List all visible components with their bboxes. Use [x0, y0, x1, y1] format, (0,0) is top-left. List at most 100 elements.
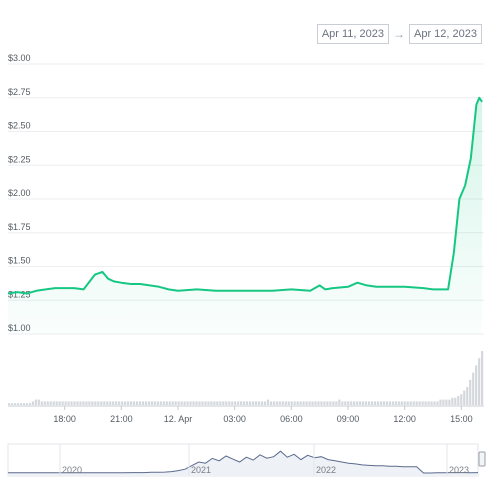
volume-bar: [284, 401, 287, 405]
volume-bar: [451, 397, 454, 405]
volume-bar: [228, 401, 231, 405]
navigator-year-label: 2021: [191, 465, 211, 475]
volume-bar: [171, 401, 174, 405]
volume-bar: [225, 401, 228, 405]
navigator-area: [8, 451, 478, 476]
volume-bar: [362, 401, 365, 405]
volume-bar: [394, 401, 397, 405]
volume-bar: [305, 401, 308, 405]
date-range-picker: Apr 11, 2023 → Apr 12, 2023: [316, 24, 482, 44]
volume-bar: [430, 401, 433, 405]
volume-bar: [263, 401, 267, 405]
volume-bar: [391, 401, 394, 405]
volume-bar: [353, 401, 356, 405]
volume-bar: [254, 401, 258, 405]
volume-bar: [481, 351, 484, 405]
volume-bar: [195, 401, 198, 405]
volume-bar: [168, 401, 171, 405]
price-line: [7, 96, 483, 295]
volume-bar: [272, 401, 275, 405]
volume-bar: [210, 401, 213, 405]
volume-bar: [127, 401, 130, 405]
volume-bar: [115, 401, 118, 405]
volume-bar: [472, 372, 475, 405]
volume-bar: [460, 394, 463, 405]
navigator-line: [8, 450, 479, 474]
volume-bar: [31, 401, 34, 405]
volume-bar: [34, 399, 37, 405]
volume-bar: [189, 401, 192, 405]
navigator-year-label: 2020: [62, 465, 82, 475]
volume-bar: [198, 401, 201, 405]
volume-bar: [293, 401, 296, 405]
volume-bar: [388, 401, 391, 405]
volume-bar: [326, 401, 329, 405]
volume-bar: [109, 401, 112, 405]
x-tick-label: 12:00: [393, 414, 416, 424]
volume-bar: [37, 399, 40, 405]
volume-bar: [350, 401, 353, 405]
volume-bar: [329, 401, 332, 405]
volume-bar: [421, 401, 424, 405]
volume-bar: [28, 403, 31, 405]
volume-bar: [43, 401, 46, 405]
volume-bar: [207, 401, 210, 405]
y-tick-label: $2.00: [8, 188, 31, 198]
start-date-input[interactable]: Apr 11, 2023: [316, 24, 389, 44]
volume-bar: [287, 401, 290, 405]
volume-bar: [70, 401, 73, 405]
volume-bar: [85, 401, 88, 405]
volume-bar: [46, 401, 49, 405]
volume-bar: [22, 403, 26, 405]
volume-bar: [112, 401, 115, 405]
volume-bar: [40, 401, 43, 405]
y-tick-label: $3.00: [8, 53, 31, 63]
volume-bar: [433, 401, 436, 405]
volume-bar: [97, 401, 100, 405]
volume-bar: [457, 396, 460, 405]
volume-bar: [400, 401, 403, 405]
volume-bar: [49, 401, 52, 405]
volume-bar: [266, 399, 269, 405]
volume-bar: [135, 401, 139, 405]
x-axis: 18:00 21:00 12. Apr 03:00 06:00 09:00 12:00 15:…: [53, 406, 473, 424]
volume-bar: [320, 401, 323, 405]
volume-bar: [332, 401, 335, 405]
volume-bar: [73, 401, 76, 405]
volume-bar: [359, 401, 362, 405]
volume-bar: [88, 401, 91, 405]
volume-bar: [281, 401, 284, 405]
volume-bar: [94, 401, 97, 405]
volume-bar: [76, 401, 79, 405]
time-navigator[interactable]: 2020 2021 2022 2023: [7, 443, 486, 477]
volume-bar: [216, 401, 219, 405]
volume-bar: [150, 401, 153, 405]
volume-bar: [344, 401, 347, 405]
x-tick-label: 15:00: [450, 414, 473, 424]
volume-bar: [121, 401, 124, 405]
volume-bar: [141, 401, 145, 405]
volume-bar: [290, 401, 293, 405]
volume-bar: [106, 401, 109, 405]
volume-bar: [373, 401, 377, 405]
volume-bar: [439, 399, 442, 405]
volume-bar: [466, 387, 469, 405]
navigator-handle[interactable]: [478, 451, 486, 467]
y-tick-label: $1.75: [8, 222, 31, 232]
navigator-year-label: 2023: [449, 465, 469, 475]
x-tick-label: 18:00: [53, 414, 76, 424]
x-tick-label: 06:00: [280, 414, 303, 424]
x-tick-label: 03:00: [223, 414, 246, 424]
volume-bar: [100, 401, 103, 405]
volume-bar: [186, 401, 189, 405]
volume-bar: [409, 401, 412, 405]
volume-bar: [138, 401, 142, 405]
volume-bar: [308, 401, 311, 405]
volume-bar: [442, 399, 445, 405]
volume-bar: [25, 403, 29, 405]
volume-bar: [52, 401, 55, 405]
volume-bar: [424, 401, 427, 405]
end-date-input[interactable]: Apr 12, 2023: [409, 24, 482, 44]
volume-bar: [299, 401, 302, 405]
